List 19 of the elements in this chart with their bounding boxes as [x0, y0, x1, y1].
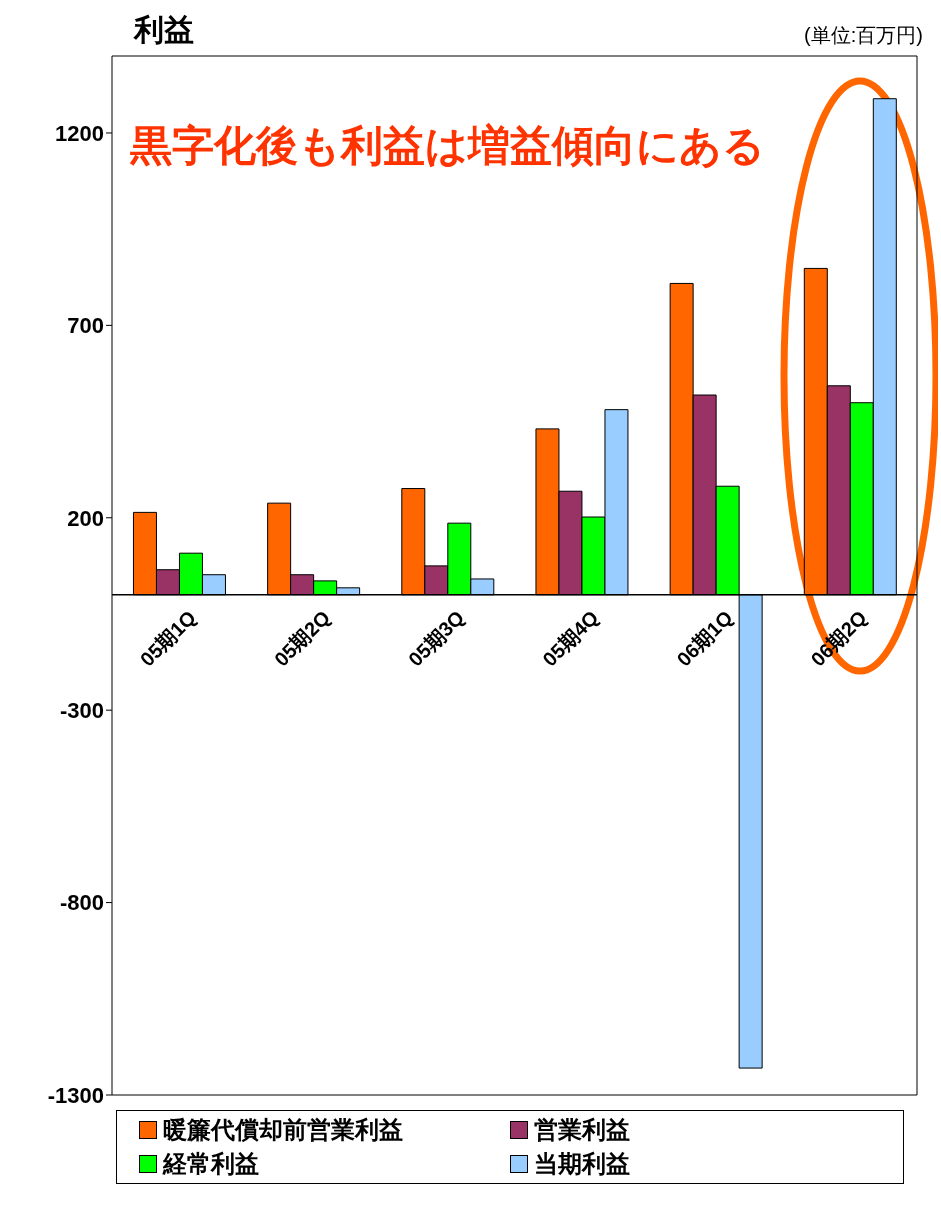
x-tick-label: 06期2Q — [806, 606, 871, 671]
x-tick-label: 05期1Q — [135, 606, 201, 671]
y-tick-label: 700 — [67, 313, 104, 339]
x-tick-label: 06期1Q — [672, 606, 737, 671]
text: (単位:百万円) — [804, 23, 923, 48]
y-tick-label: -800 — [59, 890, 104, 916]
y-tick-label: 200 — [67, 505, 104, 531]
legend-label: 当期利益 — [534, 1149, 630, 1179]
annotation: 黒字化後も利益は増益傾向にある — [130, 121, 765, 171]
y-tick-label: -1300 — [47, 1082, 104, 1108]
x-tick-label: 05期3Q — [404, 606, 469, 671]
legend-label: 暖簾代償却前営業利益 — [163, 1115, 403, 1145]
y-tick-label: 1200 — [55, 120, 104, 146]
legend-label: 経常利益 — [163, 1149, 259, 1179]
y-tick-label: -300 — [59, 698, 104, 723]
chart-title: 利益 — [134, 12, 194, 48]
x-tick-label: 05期4Q — [538, 606, 603, 671]
x-tick-label: 05期2Q — [269, 606, 335, 671]
legend-label: 営業利益 — [534, 1115, 630, 1145]
